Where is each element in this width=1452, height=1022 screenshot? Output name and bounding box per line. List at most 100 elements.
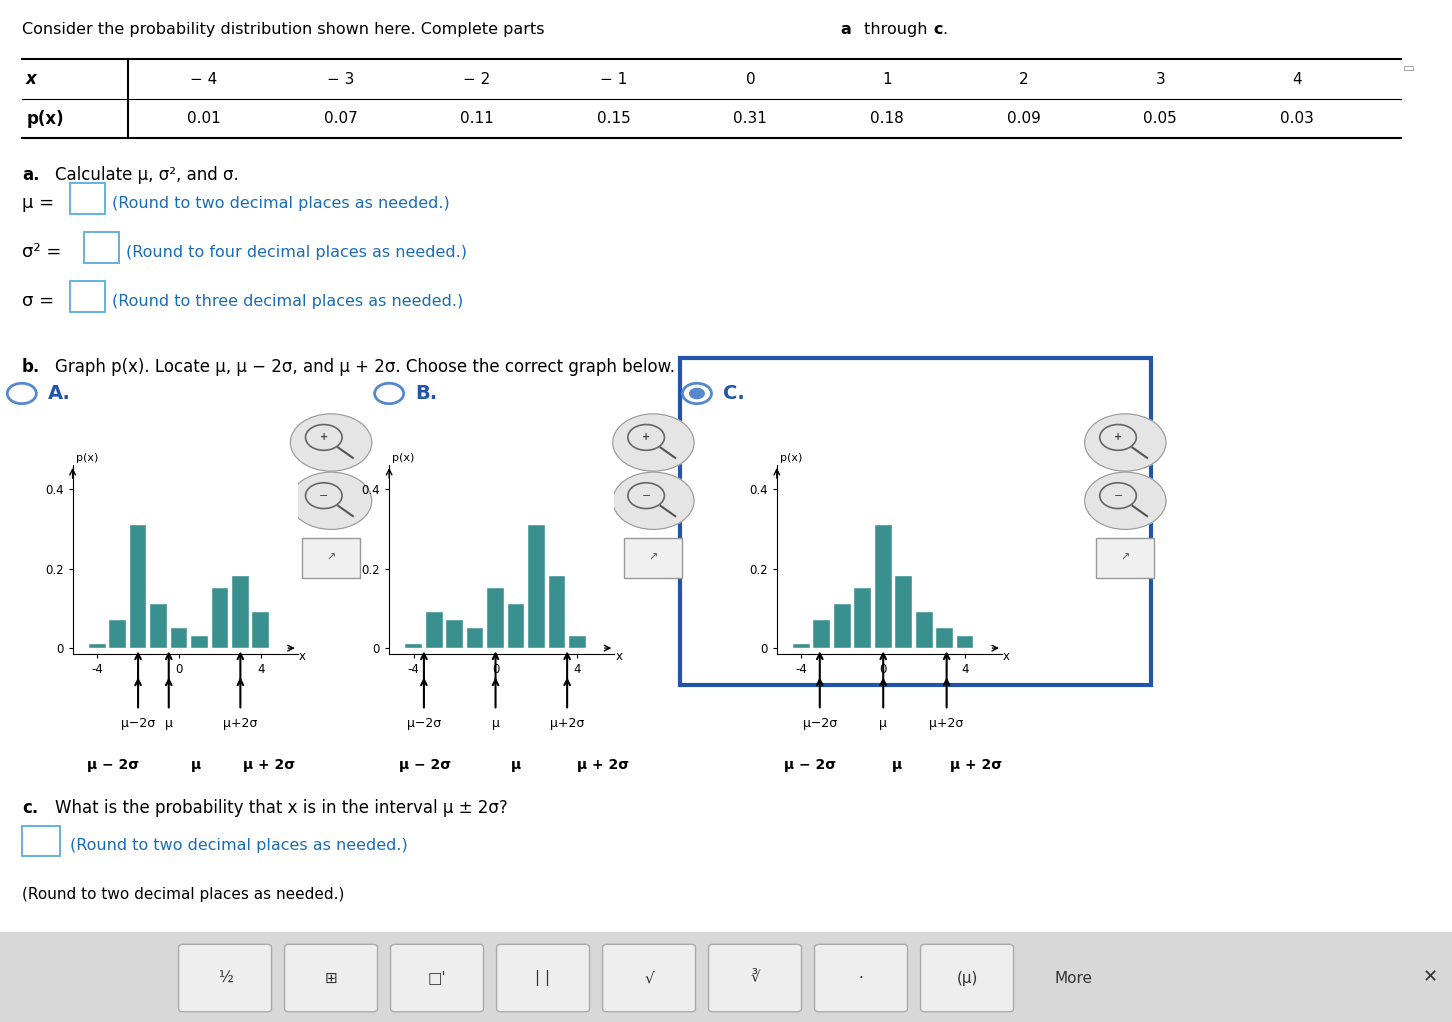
Text: b.: b. [22,358,41,376]
Text: −: − [319,491,328,501]
Text: μ−2σ: μ−2σ [121,717,155,731]
Bar [232,576,248,648]
Text: +: + [319,432,328,443]
Text: μ − 2σ: μ − 2σ [784,758,836,773]
Circle shape [1085,414,1166,471]
Text: x: x [1003,650,1011,663]
Text: (Round to two decimal places as needed.): (Round to two decimal places as needed.) [112,196,450,211]
Text: ↗: ↗ [649,553,658,563]
Circle shape [1085,472,1166,529]
FancyBboxPatch shape [497,944,590,1012]
Text: − 1: − 1 [600,72,627,87]
Text: p(x): p(x) [392,453,415,463]
Text: What is the probability that x is in the interval μ ± 2σ?: What is the probability that x is in the… [55,799,508,818]
Text: (Round to four decimal places as needed.): (Round to four decimal places as needed.… [126,245,468,260]
Text: μ + 2σ: μ + 2σ [242,758,295,773]
Text: − 3: − 3 [327,72,354,87]
Text: p(x): p(x) [26,109,64,128]
Text: −: − [1114,491,1122,501]
Bar [569,636,585,648]
Bar [508,604,524,648]
Text: ½: ½ [218,971,232,985]
Bar [486,589,504,648]
Text: σ² =: σ² = [22,243,61,262]
Text: μ: μ [492,717,499,731]
Text: A.: A. [48,384,71,403]
Text: 2: 2 [1019,72,1028,87]
Bar [192,636,208,648]
Bar [813,620,831,648]
Text: ·: · [858,971,864,985]
Text: □': □' [428,971,446,985]
Text: Graph p(x). Locate μ, μ − 2σ, and μ + 2σ. Choose the correct graph below.: Graph p(x). Locate μ, μ − 2σ, and μ + 2σ… [55,358,675,376]
Text: μ: μ [511,758,520,773]
FancyBboxPatch shape [921,944,1013,1012]
Text: Calculate μ, σ², and σ.: Calculate μ, σ², and σ. [55,166,240,184]
Text: μ−2σ: μ−2σ [407,717,441,731]
Bar [212,589,228,648]
FancyBboxPatch shape [624,538,682,578]
Text: 4: 4 [1292,72,1302,87]
Text: μ + 2σ: μ + 2σ [576,758,629,773]
Text: a.: a. [22,166,39,184]
Text: 0.15: 0.15 [597,111,630,126]
Bar [109,620,126,648]
Bar [466,629,484,648]
Bar [446,620,463,648]
Text: x: x [616,650,623,663]
Bar [874,524,892,648]
Text: +: + [642,432,650,443]
Bar [150,604,167,648]
Text: More: More [1054,971,1092,985]
Text: x: x [299,650,306,663]
Text: C.: C. [723,384,745,403]
Text: | |: | | [536,970,550,986]
FancyBboxPatch shape [302,538,360,578]
Text: μ =: μ = [22,194,54,213]
Text: 3: 3 [1156,72,1165,87]
Text: ⊞: ⊞ [325,971,337,985]
Text: (μ): (μ) [957,971,977,985]
Bar [253,612,269,648]
Text: .: . [942,22,948,38]
Bar [129,524,147,648]
Text: 1: 1 [883,72,892,87]
FancyBboxPatch shape [179,944,272,1012]
Bar [529,524,544,648]
Bar [170,629,187,648]
Text: 0.11: 0.11 [460,111,494,126]
Text: ✕: ✕ [1423,968,1437,986]
FancyBboxPatch shape [680,358,1151,685]
Bar [549,576,565,648]
Text: 0.01: 0.01 [187,111,221,126]
Text: through: through [860,22,932,38]
Bar [916,612,932,648]
FancyBboxPatch shape [285,944,378,1012]
Circle shape [690,388,704,399]
Text: μ: μ [880,717,887,731]
FancyBboxPatch shape [84,232,119,263]
Circle shape [613,414,694,471]
Text: μ+2σ: μ+2σ [224,717,257,731]
FancyBboxPatch shape [1096,538,1154,578]
Bar [793,644,810,648]
FancyBboxPatch shape [70,281,105,312]
Circle shape [290,472,372,529]
Text: μ−2σ: μ−2σ [803,717,836,731]
Bar [937,629,953,648]
Text: c: c [932,22,942,38]
FancyBboxPatch shape [22,826,60,856]
Text: ▭: ▭ [1403,62,1414,76]
Text: −: − [642,491,650,501]
Text: μ+2σ: μ+2σ [929,717,964,731]
FancyBboxPatch shape [603,944,696,1012]
Bar [405,644,423,648]
Bar [425,612,443,648]
Text: B.: B. [415,384,437,403]
Text: μ − 2σ: μ − 2σ [87,758,139,773]
Text: μ − 2σ: μ − 2σ [399,758,452,773]
Bar [833,604,851,648]
Text: 0.31: 0.31 [733,111,767,126]
Text: 0.09: 0.09 [1006,111,1041,126]
Bar [854,589,871,648]
